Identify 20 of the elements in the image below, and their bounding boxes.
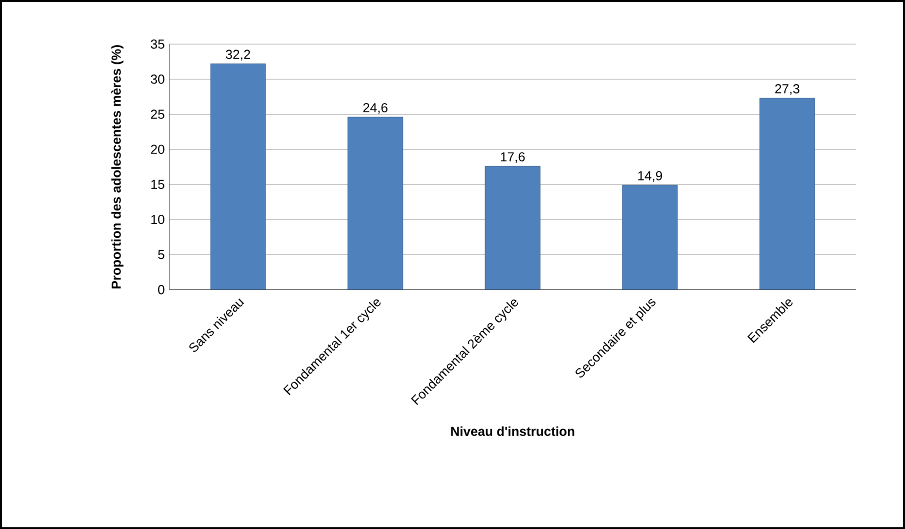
x-axis-title: Niveau d'instruction: [451, 426, 574, 436]
bar: [622, 184, 678, 290]
data-label: 27,3: [775, 84, 800, 95]
data-label: 17,6: [500, 152, 525, 163]
y-tick-label: 30: [150, 74, 164, 84]
bar: [210, 63, 266, 290]
y-tick-label: 10: [151, 214, 164, 224]
y-tick-label: 20: [151, 144, 164, 154]
bar: [348, 116, 404, 290]
y-tick-label: 15: [151, 180, 164, 189]
y-tick-label: 5: [158, 250, 164, 260]
data-label: 14,9: [638, 171, 662, 182]
y-tick-label: 35: [150, 39, 164, 49]
data-label: 24,6: [363, 103, 388, 114]
y-tick-label: 25: [151, 110, 164, 119]
y-axis-title: Proportion des adolescentes mères (%): [111, 45, 124, 288]
y-tick-label: 0: [158, 284, 164, 294]
data-label: 32,2: [226, 50, 250, 60]
bar: [484, 166, 540, 290]
bar: [759, 98, 815, 290]
